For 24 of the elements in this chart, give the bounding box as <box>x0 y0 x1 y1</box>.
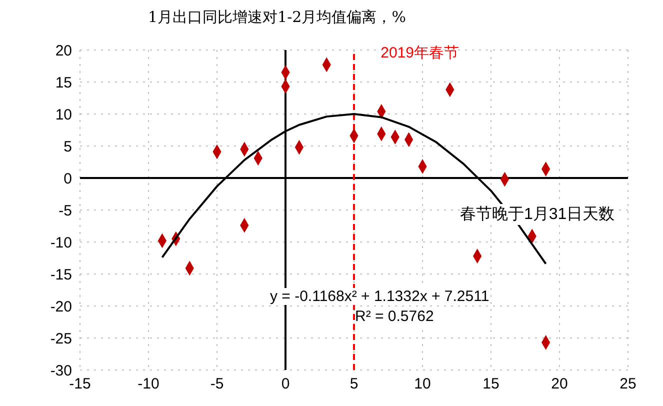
y-tick-label: 0 <box>64 170 72 188</box>
x-tick-label: 20 <box>551 376 568 393</box>
x-axis-title: 春节晚于1月31日天数 <box>460 204 615 225</box>
y-tick-label: -5 <box>58 202 72 220</box>
x-tick-label: -5 <box>210 376 224 393</box>
y-tick-label: -15 <box>50 266 72 284</box>
y-tick-label: 10 <box>55 106 72 124</box>
y-tick-label: -30 <box>50 362 72 380</box>
y-tick-label: 15 <box>55 74 72 92</box>
x-tick-label: 15 <box>482 376 500 393</box>
x-tick-label: 0 <box>281 376 290 393</box>
annotation: R² = 0.5762 <box>355 308 434 325</box>
x-tick-label: -10 <box>138 376 160 393</box>
y-axis-title: 1月出口同比增速对1-2月均值偏离，% <box>148 8 406 27</box>
x-tick-label: 10 <box>414 376 431 393</box>
annotation: y = -0.1168x² + 1.1332x + 7.2511 <box>270 288 490 305</box>
y-tick-label: -20 <box>50 298 72 316</box>
x-tick-label: 25 <box>620 376 636 393</box>
y-tick-label: -25 <box>50 330 72 348</box>
y-tick-label: 5 <box>64 138 72 156</box>
ref-line-label: 2019年春节 <box>380 44 459 62</box>
y-tick-label: 20 <box>55 42 72 60</box>
y-tick-label: -10 <box>50 234 72 252</box>
x-tick-label: 5 <box>350 376 358 393</box>
